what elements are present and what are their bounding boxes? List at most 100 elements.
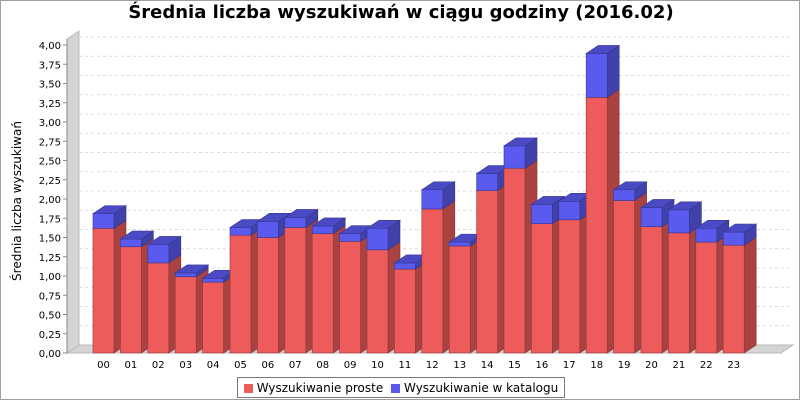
- bar-top-20: [640, 199, 675, 208]
- x-tick-label: 04: [207, 360, 220, 371]
- bar-catalog-13: [448, 241, 471, 247]
- bar-catalog-03: [174, 272, 197, 278]
- y-tick-label: 1,00: [39, 272, 61, 283]
- y-tick-label: 0,75: [39, 291, 61, 302]
- bar-catalog-22: [695, 227, 718, 243]
- legend: Wyszukiwanie proste Wyszukiwanie w katal…: [1, 377, 800, 398]
- x-tick-label: 19: [618, 360, 631, 371]
- x-tick-label: 21: [673, 360, 686, 371]
- bar-simple-06: [257, 237, 279, 354]
- x-tick-label: 12: [426, 360, 439, 371]
- x-tick-label: 09: [344, 360, 357, 371]
- y-tick-label: 3,75: [39, 60, 61, 71]
- bar-catalog-20: [640, 207, 663, 228]
- y-tick-label: 2,25: [39, 176, 61, 187]
- legend-entry-simple: Wyszukiwanie proste: [243, 380, 384, 395]
- bar-simple-04: [202, 281, 224, 354]
- bar-simple-20: [640, 226, 663, 354]
- bar-simple-11: [394, 268, 416, 354]
- bar-simple-10: [366, 249, 389, 354]
- bar-catalog-02: [147, 244, 170, 264]
- bar-catalog-11: [394, 262, 416, 270]
- y-tick-label: 1,25: [39, 253, 61, 264]
- x-tick-label: 15: [508, 360, 521, 371]
- x-tick-label: 06: [262, 360, 275, 371]
- bar-top-18: [585, 45, 621, 54]
- x-tick-label: 05: [234, 360, 247, 371]
- y-tick-label: 0,50: [39, 311, 61, 322]
- y-tick-label: 1,75: [39, 214, 61, 225]
- legend-label-simple: Wyszukiwanie proste: [256, 380, 384, 395]
- x-tick-label: 11: [399, 360, 412, 371]
- bar-simple-18: [585, 97, 608, 354]
- bar-top-16: [530, 196, 566, 205]
- x-tick-label: 16: [536, 360, 549, 371]
- bar-catalog-17: [558, 201, 581, 221]
- bar-top-15: [503, 137, 538, 147]
- bar-top-07: [283, 209, 319, 218]
- bar-catalog-18: [585, 53, 608, 98]
- x-tick-label: 20: [645, 360, 658, 371]
- bar-top-19: [612, 181, 648, 191]
- bar-simple-09: [339, 241, 361, 354]
- bar-top-12: [420, 181, 456, 191]
- legend-swatch-simple: [243, 383, 253, 393]
- legend-box: Wyszukiwanie proste Wyszukiwanie w katal…: [236, 377, 566, 398]
- bar-top-03: [174, 264, 210, 274]
- x-tick-label: 23: [727, 360, 740, 371]
- bar-top-08: [311, 217, 347, 227]
- bar-catalog-06: [257, 221, 279, 238]
- bar-catalog-01: [120, 238, 142, 248]
- x-tick-label: 03: [179, 360, 192, 371]
- bar-top-23: [722, 223, 758, 233]
- bar-catalog-10: [366, 227, 389, 251]
- y-axis-title: Średnia liczba wyszukiwań: [9, 121, 24, 281]
- y-tick-label: 2,75: [39, 137, 61, 148]
- bar-simple-19: [613, 200, 635, 354]
- x-tick-label: 07: [289, 360, 302, 371]
- x-tick-label: 18: [590, 360, 603, 371]
- bar-catalog-19: [613, 189, 635, 201]
- y-tick-label: 0,00: [39, 349, 61, 360]
- bar-top-06: [256, 213, 292, 222]
- bar-side-catalog-18: [606, 44, 620, 98]
- legend-entry-catalog: Wyszukiwanie w katalogu: [391, 381, 558, 395]
- x-tick-label: 22: [700, 360, 713, 371]
- x-tick-label: 13: [453, 360, 466, 371]
- bar-catalog-21: [668, 209, 690, 234]
- bar-simple-13: [448, 245, 471, 354]
- bar-top-00: [92, 205, 127, 214]
- bar-simple-16: [531, 223, 553, 354]
- bar-catalog-12: [421, 189, 444, 210]
- bar-catalog-14: [476, 173, 498, 191]
- y-tick-label: 3,00: [39, 118, 61, 129]
- bar-top-02: [146, 236, 182, 245]
- bar-simple-02: [147, 262, 170, 354]
- bar-simple-14: [476, 190, 498, 354]
- bar-catalog-04: [202, 278, 224, 283]
- bar-catalog-05: [229, 227, 252, 236]
- x-tick-label: 14: [481, 360, 494, 371]
- legend-label-catalog: Wyszukiwanie w katalogu: [404, 380, 559, 395]
- bar-simple-05: [229, 234, 252, 354]
- y-tick-label: 2,00: [39, 195, 61, 206]
- bar-catalog-00: [92, 213, 115, 229]
- bar-side-simple-23: [743, 236, 757, 354]
- y-tick-label: 3,50: [39, 80, 61, 91]
- bar-simple-03: [174, 276, 197, 354]
- bar-top-21: [667, 201, 703, 211]
- legend-swatch-catalog: [391, 383, 401, 393]
- bar-simple-23: [722, 244, 745, 354]
- x-tick-label: 08: [316, 360, 329, 371]
- x-tick-label: 00: [97, 360, 110, 371]
- bar-top-10: [366, 219, 401, 229]
- y-tick-label: 2,50: [39, 157, 61, 168]
- bar-simple-22: [695, 241, 718, 354]
- bar-catalog-15: [503, 145, 526, 169]
- bar-top-01: [119, 230, 155, 240]
- bar-simple-15: [503, 167, 526, 354]
- bar-catalog-23: [722, 231, 745, 246]
- bar-catalog-09: [339, 233, 361, 242]
